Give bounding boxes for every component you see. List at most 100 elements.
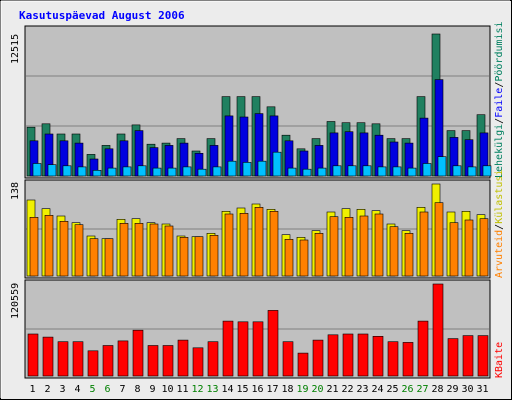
x-tick-label: 1 bbox=[29, 384, 35, 395]
x-tick-label: 7 bbox=[119, 384, 125, 395]
bar-kbytes-day-25 bbox=[387, 341, 399, 377]
x-tick-label: 10 bbox=[161, 384, 173, 395]
bar-sites-day-25 bbox=[389, 226, 399, 277]
bar-sites-day-1 bbox=[29, 217, 39, 277]
bar-sites-day-3 bbox=[59, 221, 69, 277]
bar-pages-day-23 bbox=[362, 165, 372, 177]
legend-middle: Arvuteid/Külastusi bbox=[494, 170, 505, 278]
x-tick-label: 20 bbox=[311, 384, 323, 395]
bar-pages-day-5 bbox=[92, 170, 102, 177]
bar-sites-day-31 bbox=[479, 218, 489, 277]
bar-pages-day-16 bbox=[257, 160, 267, 177]
x-tick-label: 26 bbox=[401, 384, 413, 395]
x-tick-label: 11 bbox=[176, 384, 188, 395]
bar-kbytes-day-12 bbox=[192, 347, 204, 377]
x-tick-label: 4 bbox=[74, 384, 80, 395]
bar-pages-day-11 bbox=[182, 166, 192, 177]
bar-pages-day-3 bbox=[62, 165, 72, 177]
x-tick-label: 23 bbox=[356, 384, 368, 395]
bar-kbytes-day-6 bbox=[102, 345, 114, 377]
bar-kbytes-day-1 bbox=[27, 333, 39, 377]
x-tick-label: 29 bbox=[446, 384, 458, 395]
bar-sites-day-22 bbox=[344, 217, 354, 277]
x-tick-label: 16 bbox=[251, 384, 263, 395]
x-tick-label: 24 bbox=[371, 384, 383, 395]
x-tick-label: 14 bbox=[221, 384, 233, 395]
bar-pages-day-25 bbox=[392, 166, 402, 177]
bar-pages-day-6 bbox=[107, 167, 117, 177]
bar-pages-day-12 bbox=[197, 168, 207, 177]
x-tick-label: 28 bbox=[431, 384, 443, 395]
bar-pages-day-26 bbox=[407, 167, 417, 177]
bar-pages-day-29 bbox=[452, 165, 462, 177]
bar-kbytes-day-16 bbox=[252, 321, 264, 377]
bar-kbytes-day-18 bbox=[282, 341, 294, 377]
bar-pages-day-7 bbox=[122, 166, 132, 177]
bar-pages-day-28 bbox=[437, 156, 447, 177]
bar-kbytes-day-13 bbox=[207, 341, 219, 377]
bar-sites-day-4 bbox=[74, 224, 84, 277]
bar-kbytes-day-21 bbox=[327, 334, 339, 377]
legend-sites: Arvuteid bbox=[494, 230, 505, 278]
bar-kbytes-day-27 bbox=[417, 320, 429, 377]
bar-pages-day-9 bbox=[152, 167, 162, 177]
bar-pages-day-14 bbox=[227, 160, 237, 177]
legend-sep-2: / bbox=[494, 82, 505, 88]
bar-pages-day-19 bbox=[302, 168, 312, 177]
bar-kbytes-day-28 bbox=[432, 283, 444, 377]
bar-sites-day-15 bbox=[239, 213, 249, 277]
x-tick-label: 6 bbox=[104, 384, 110, 395]
bar-sites-day-7 bbox=[119, 223, 129, 277]
bar-kbytes-day-8 bbox=[132, 329, 144, 377]
bar-kbytes-day-20 bbox=[312, 339, 324, 377]
x-tick-label: 9 bbox=[149, 384, 155, 395]
bar-pages-day-10 bbox=[167, 167, 177, 177]
x-tick-label: 3 bbox=[59, 384, 65, 395]
bar-kbytes-day-29 bbox=[447, 338, 459, 377]
bar-kbytes-day-30 bbox=[462, 335, 474, 377]
bar-kbytes-day-17 bbox=[267, 310, 279, 377]
bar-pages-day-20 bbox=[317, 167, 327, 177]
bar-kbytes-day-9 bbox=[147, 345, 159, 377]
bars-middle bbox=[26, 183, 489, 277]
bar-pages-day-1 bbox=[32, 163, 42, 177]
bar-pages-day-21 bbox=[332, 165, 342, 177]
bar-kbytes-day-31 bbox=[477, 335, 489, 377]
bar-sites-day-30 bbox=[464, 219, 474, 277]
bar-sites-day-13 bbox=[209, 235, 219, 277]
chart-title: Kasutuspäevad August 2006 bbox=[19, 9, 185, 22]
bar-pages-day-15 bbox=[242, 162, 252, 177]
bar-pages-day-30 bbox=[467, 166, 477, 177]
bar-kbytes-day-22 bbox=[342, 333, 354, 377]
bar-sites-day-12 bbox=[194, 236, 204, 277]
ytick-middle: 138 bbox=[10, 182, 21, 200]
bar-kbytes-day-24 bbox=[372, 335, 384, 377]
bar-pages-day-31 bbox=[482, 165, 492, 177]
legend-sep-1: / bbox=[494, 118, 505, 124]
bar-kbytes-day-15 bbox=[237, 321, 249, 377]
legend-top: Lehekülgi/Faile/Pöördumisi bbox=[494, 21, 505, 178]
legend-kbytes: KBaite bbox=[494, 342, 505, 378]
x-tick-label: 15 bbox=[236, 384, 248, 395]
ytick-bottom: 120559 bbox=[10, 283, 21, 319]
bar-pages-day-24 bbox=[377, 166, 387, 177]
bar-pages-day-18 bbox=[287, 167, 297, 177]
bars-top bbox=[26, 33, 492, 177]
x-tick-label: 5 bbox=[89, 384, 95, 395]
bar-sites-day-21 bbox=[329, 216, 339, 277]
x-tick-label: 27 bbox=[416, 384, 428, 395]
bar-pages-day-2 bbox=[47, 164, 57, 177]
bar-sites-day-19 bbox=[299, 239, 309, 277]
bar-sites-day-28 bbox=[434, 202, 444, 277]
bar-kbytes-day-23 bbox=[357, 333, 369, 377]
bar-pages-day-4 bbox=[77, 166, 87, 177]
x-tick-label: 17 bbox=[266, 384, 278, 395]
bar-sites-day-2 bbox=[44, 215, 54, 277]
bar-kbytes-day-2 bbox=[42, 336, 54, 377]
bar-sites-day-18 bbox=[284, 239, 294, 277]
bar-sites-day-16 bbox=[254, 207, 264, 277]
x-tick-labels: 1 2 3 4 5 6 7 8 9 10 11 12 13 14 15 16 17 18 19 20 21 22 23 24 2… bbox=[29, 384, 488, 395]
bar-pages-day-22 bbox=[347, 165, 357, 177]
bar-pages-day-13 bbox=[212, 166, 222, 177]
bar-pages-day-27 bbox=[422, 163, 432, 177]
